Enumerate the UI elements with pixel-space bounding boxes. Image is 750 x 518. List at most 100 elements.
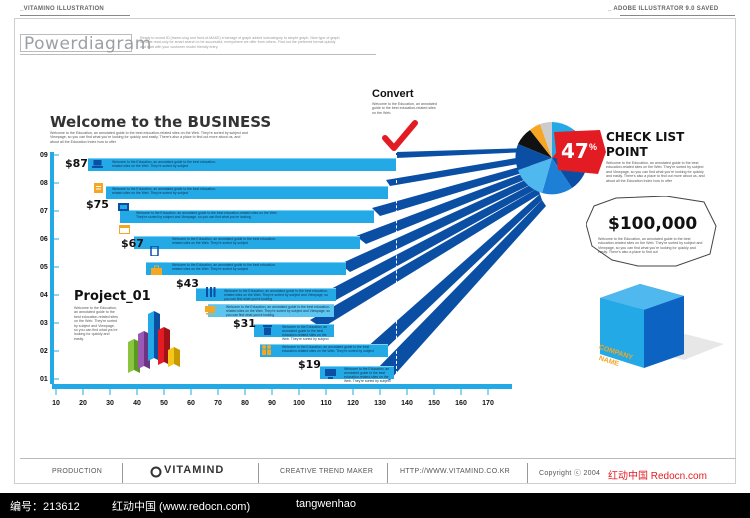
powerdiagram-blurb: Ready to crowd ID (frame-slug and front-… [140,36,340,49]
ray-3 [372,164,532,216]
x-axis-ticks [55,389,489,395]
x-tick-label: 130 [374,400,386,407]
bar-text-10: Welcome to the Education, an annotated g… [344,367,391,383]
money-amount: $100,000 [608,214,698,234]
footer-logo: VITAMIND [164,464,225,476]
bar-8 [254,324,334,337]
x-tick-label: 70 [214,400,222,407]
bar-5 [146,262,346,275]
y-tick-label: 06 [40,236,48,243]
bottom-id: 编号：213612 [10,501,80,513]
y-tick-label: 09 [40,152,48,159]
y-tick-label: 03 [40,320,48,327]
footer-url[interactable]: HTTP://WWW.VITAMIND.CO.KR [400,468,511,475]
bar-text-7: Welcome to the Education, an annotated g… [226,305,330,317]
footer-creative: CREATIVE TREND MAKER [280,468,374,475]
header-left-rule [20,15,130,16]
bar-10 [320,366,394,379]
bar-4 [134,236,360,249]
percent-sign: % [589,142,598,152]
x-tick-label: 30 [106,400,114,407]
document-icon [94,183,103,193]
powerdiagram-box [20,34,132,52]
x-tick-label: 90 [268,400,276,407]
bar-1 [88,158,396,171]
y-axis-line [50,152,54,384]
ray-4 [356,170,534,244]
phone-icon [150,246,159,256]
checklist-title-line1: CHECK LIST [606,130,685,144]
ray-8 [366,194,542,356]
percent-value: 47 [561,139,589,163]
people-icon [262,345,271,355]
header-right-label: _ ADOBE ILLUSTRATOR 9.0 SAVED [608,6,719,12]
bar-text-6: Welcome to the Education, an annotated g… [224,289,328,301]
briefcase-icon [151,265,162,275]
convert-dashed-line [396,150,397,384]
ray-6 [325,182,538,300]
x-tick-label: 80 [241,400,249,407]
bar-text-5: Welcome to the Education, an annotated g… [172,263,276,271]
bar-7 [208,304,334,317]
y-tick-label: 05 [40,264,48,271]
pie-slice [530,124,552,158]
bar-6 [196,288,336,301]
project-title: Project_01 [74,289,151,304]
x-tick-label: 40 [133,400,141,407]
bar-text-3: Welcome to the Education, an annotated g… [136,211,278,219]
price-label: $67 [121,237,144,250]
pie-slice [518,158,552,193]
pie-slice [540,121,552,158]
money-text: Welcome to the Education, an annotated g… [598,237,703,255]
footer-separator [258,463,259,483]
y-axis-ticks [54,154,59,380]
bar-text-9: Welcome to the Education, an annotated g… [282,345,374,353]
x-tick-label: 120 [347,400,359,407]
x-tick-label: 150 [428,400,440,407]
powerdiagram-title: Powerdiagram [24,34,152,54]
bar-text-8: Welcome to the Education, an annotated g… [282,325,329,341]
x-tick-label: 20 [79,400,87,407]
y-tick-label: 07 [40,208,48,215]
bar-text-4: Welcome to the Education, an annotated g… [172,237,276,245]
x-tick-label: 160 [455,400,467,407]
price-label: $87 [65,157,88,170]
y-tick-label: 08 [40,180,48,187]
header-right-rule [620,15,735,16]
page-frame [14,18,736,484]
business-text: Welcome to the Education, an annotated g… [50,131,248,144]
bottom-site[interactable]: 红动中国 (www.redocn.com) [112,501,251,513]
laptop-icon [92,160,103,168]
vitamind-logo-icon [150,466,162,478]
price-label: $43 [176,277,199,290]
y-tick-label: 01 [40,376,48,383]
y-tick-label: 04 [40,292,48,299]
footer-copyright: Copyright ⓒ 2004 [539,470,601,477]
footer-separator [387,463,388,483]
convert-title: Convert [372,88,414,100]
tv-icon [118,203,129,211]
bar-2 [106,186,388,199]
y-tick-label: 02 [40,348,48,355]
footer-separator [122,463,123,483]
x-tick-label: 50 [160,400,168,407]
x-tick-label: 140 [401,400,413,407]
bottom-author: tangwenhao [296,498,356,510]
x-tick-label: 170 [482,400,494,407]
x-tick-label: 60 [187,400,195,407]
footer-rule [20,458,736,459]
footer-separator [527,463,528,483]
monitor-icon [325,369,336,379]
convert-text: Welcome to the Education, an annotated g… [372,102,437,115]
pie-slice [542,158,572,195]
x-tick-label: 10 [52,400,60,407]
ray-2 [386,156,530,186]
price-label: $19 [298,358,321,371]
pencil-icon [205,306,215,315]
checkmark-icon [382,120,418,151]
checklist-title-line2: POINT [606,145,648,159]
ray-5 [340,176,536,272]
price-label: $75 [86,198,109,211]
checklist-text: Welcome to the Education, an annotated g… [606,161,705,183]
